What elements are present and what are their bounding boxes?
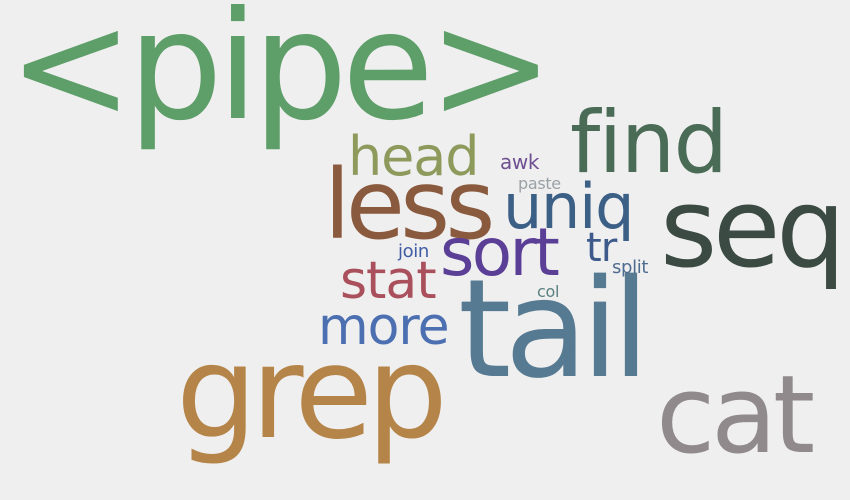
word-grep: grep bbox=[176, 319, 448, 468]
word-find: find bbox=[570, 93, 728, 193]
word-join: join bbox=[398, 241, 429, 262]
word-tail: tail bbox=[458, 251, 650, 409]
word-seq: seq bbox=[660, 164, 846, 292]
word-awk: awk bbox=[500, 150, 539, 174]
word-cat: cat bbox=[656, 353, 815, 478]
word-stat: stat bbox=[340, 251, 437, 311]
word-uniq: uniq bbox=[503, 170, 634, 243]
word-pipe: <pipe> bbox=[8, 0, 554, 154]
word-more: more bbox=[318, 297, 450, 357]
word-split: split bbox=[612, 257, 649, 278]
word-head: head bbox=[348, 125, 480, 188]
word-less: less bbox=[324, 149, 495, 261]
word-tr: tr bbox=[586, 225, 617, 271]
word-sort: sort bbox=[440, 214, 560, 291]
word-col: col bbox=[537, 282, 560, 301]
word-paste: paste bbox=[518, 174, 561, 193]
